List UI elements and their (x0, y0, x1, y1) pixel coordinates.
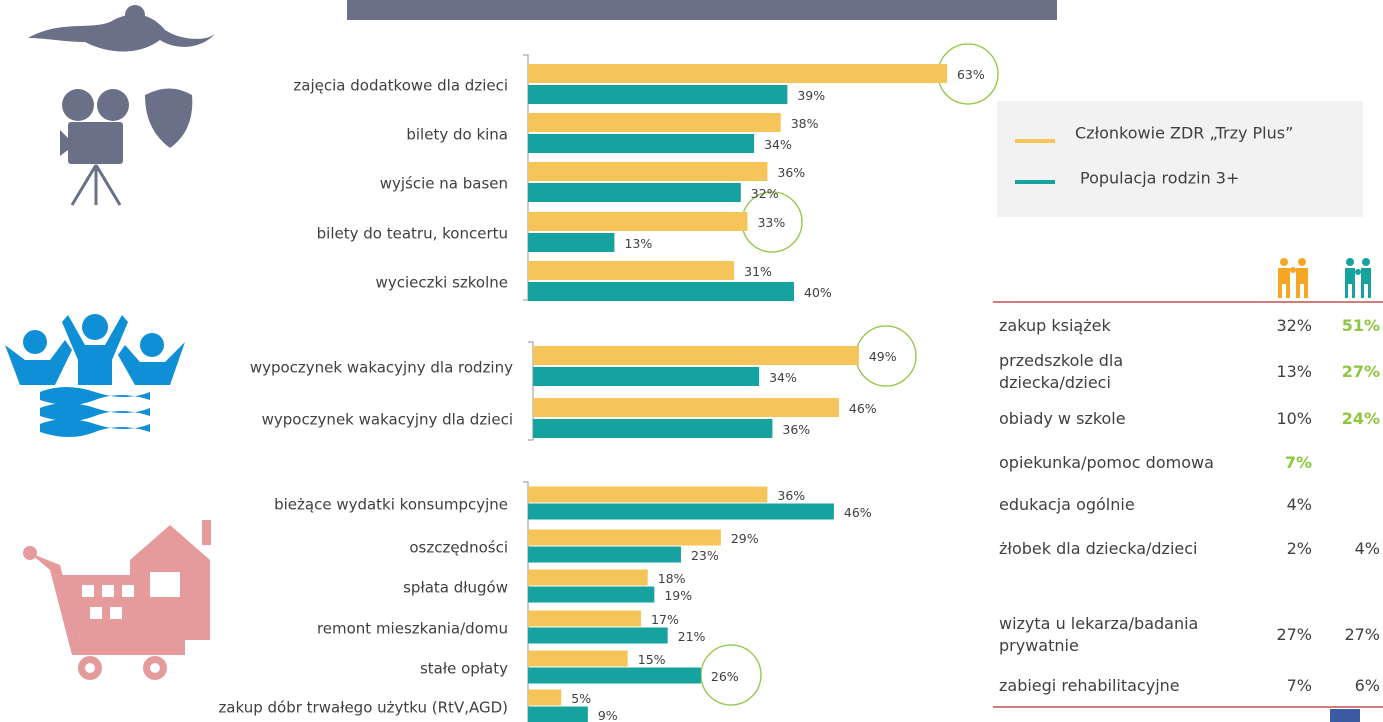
value-label: 32% (751, 186, 779, 201)
bar (528, 586, 655, 603)
category-label: bilety do kina (406, 126, 508, 144)
row-value: 4% (1354, 539, 1380, 558)
row-value: 4% (1286, 495, 1312, 514)
category-label: oszczędności (409, 539, 508, 557)
bar (533, 367, 760, 386)
value-label: 9% (598, 708, 618, 722)
value-label: 18% (658, 571, 686, 586)
bar (528, 569, 648, 586)
row-value: 24% (1341, 409, 1380, 428)
row-label: zabiegi rehabilitacyjne (999, 676, 1180, 695)
table-icons (1278, 258, 1371, 298)
value-label: 17% (651, 612, 679, 627)
title-bar (347, 0, 1057, 20)
row-label: zakup książek (999, 316, 1111, 335)
category-label: bilety do teatru, koncertu (317, 225, 508, 243)
value-label: 15% (638, 652, 666, 667)
row-label: obiady w szkole (999, 409, 1126, 428)
bar (528, 706, 588, 722)
bar (533, 398, 839, 417)
legend-box (997, 101, 1363, 217)
bar (533, 346, 859, 365)
row-value: 27% (1344, 625, 1380, 644)
value-label: 33% (757, 215, 785, 230)
legend-label: Populacja rodzin 3+ (1080, 169, 1239, 188)
row-value: 51% (1341, 316, 1380, 335)
bar (528, 627, 668, 644)
row-value: 27% (1276, 625, 1312, 644)
row-label: opiekunka/pomoc domowa (999, 453, 1214, 472)
bar (533, 419, 773, 438)
value-label: 21% (678, 629, 706, 644)
row-value: 2% (1286, 539, 1312, 558)
category-label: wypoczynek wakacyjny dla rodziny (250, 359, 513, 377)
bar (528, 667, 701, 684)
bar (528, 610, 642, 627)
value-label: 49% (869, 349, 897, 364)
value-label: 23% (691, 548, 719, 563)
bar (528, 233, 615, 252)
value-label: 19% (664, 588, 692, 603)
value-label: 34% (764, 137, 792, 152)
icon-cinema (28, 5, 215, 206)
bar (528, 503, 834, 520)
value-label: 38% (791, 116, 819, 131)
bar (528, 183, 741, 202)
row-value: 7% (1286, 676, 1312, 695)
value-label: 29% (731, 531, 759, 546)
value-label: 40% (804, 285, 832, 300)
value-label: 46% (844, 505, 872, 520)
category-label: wyjście na basen (380, 175, 508, 193)
bar (528, 689, 562, 706)
value-label: 63% (957, 67, 985, 82)
row-value: 27% (1341, 362, 1380, 381)
legend-label: Członkowie ZDR „Trzy Plus” (1075, 124, 1293, 143)
bar (528, 162, 768, 181)
bar (528, 113, 781, 132)
category-label: bieżące wydatki konsumpcyjne (274, 496, 508, 514)
value-label: 36% (782, 422, 810, 437)
row-value: 13% (1276, 362, 1312, 381)
bar (528, 212, 748, 231)
bar (528, 282, 794, 301)
bar (528, 486, 768, 503)
bar (528, 261, 735, 280)
category-label: wycieczki szkolne (376, 274, 508, 292)
value-label: 34% (769, 370, 797, 385)
category-label: spłata długów (403, 579, 508, 597)
value-label: 36% (777, 488, 805, 503)
row-value: 10% (1276, 409, 1312, 428)
logo-fragment (1330, 709, 1360, 722)
row-value: 6% (1354, 676, 1380, 695)
category-label: wypoczynek wakacyjny dla dzieci (262, 411, 513, 429)
row-label: żłobek dla dziecka/dzieci (999, 539, 1198, 558)
value-label: 46% (849, 401, 877, 416)
category-label: stałe opłaty (420, 660, 508, 678)
category-label: zakup dóbr trwałego użytku (RtV,AGD) (218, 699, 508, 717)
row-label: przedszkole dla dziecka/dzieci (999, 351, 1124, 392)
icon-shopping (23, 520, 211, 680)
bar (528, 64, 947, 83)
value-label: 5% (571, 691, 591, 706)
row-label: wizyta u lekarza/badania prywatnie (999, 614, 1199, 655)
value-label: 36% (777, 165, 805, 180)
value-label: 31% (744, 264, 772, 279)
value-label: 39% (797, 88, 825, 103)
category-label: remont mieszkania/domu (317, 620, 508, 638)
bar (528, 650, 628, 667)
row-value: 7% (1284, 453, 1312, 472)
category-label: zajęcia dodatkowe dla dzieci (293, 77, 508, 95)
bar (528, 134, 755, 153)
bar (528, 546, 681, 563)
value-label: 26% (711, 669, 739, 684)
value-label: 13% (624, 236, 652, 251)
bar (528, 85, 788, 104)
row-value: 32% (1276, 316, 1312, 335)
bar (528, 529, 721, 546)
row-label: edukacja ogólnie (999, 495, 1135, 514)
icon-holiday (5, 314, 185, 437)
